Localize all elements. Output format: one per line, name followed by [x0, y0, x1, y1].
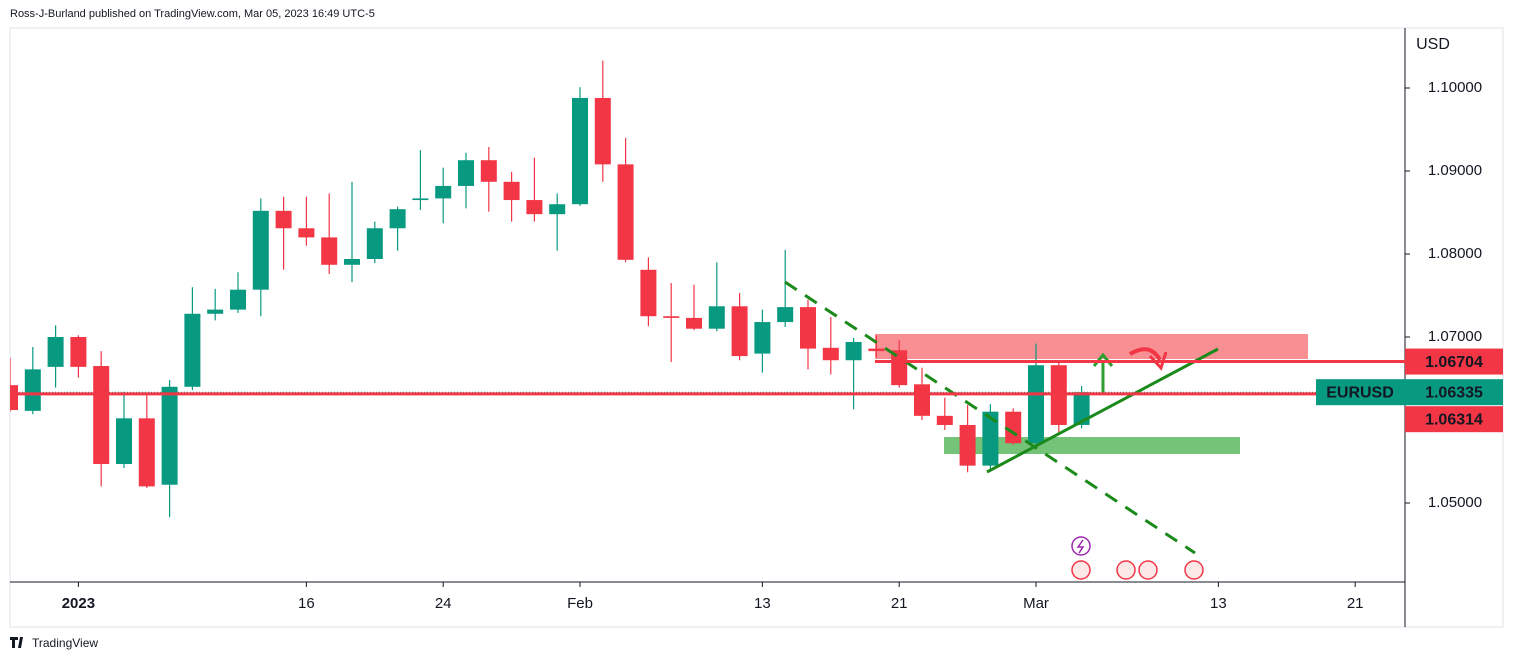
candle-body	[184, 313, 201, 387]
candle-body	[138, 418, 155, 487]
last-price-label: 1.06335	[1425, 384, 1483, 401]
candle-body	[252, 210, 269, 290]
level-label: 1.06314	[1425, 411, 1483, 428]
candle-body	[47, 336, 64, 367]
x-tick-label: 16	[298, 595, 315, 612]
y-tick-label: 1.08000	[1428, 245, 1482, 262]
candle-body	[161, 386, 178, 485]
resistance-zone	[875, 334, 1308, 359]
candle-body	[1005, 411, 1022, 444]
candle-body	[480, 160, 497, 182]
candle-body	[982, 411, 999, 466]
x-tick-label: Feb	[567, 595, 593, 612]
candle-body	[366, 228, 383, 259]
candle-body	[10, 385, 18, 411]
candle-body	[1073, 392, 1090, 425]
x-tick-label: 21	[1347, 595, 1364, 612]
candle-body	[914, 384, 930, 416]
down-arrow-head	[1148, 351, 1168, 371]
down-arrow	[1128, 347, 1162, 362]
candle-body	[731, 306, 748, 357]
candle-body	[708, 306, 725, 329]
candle-body	[93, 366, 110, 464]
uptrend-line	[986, 347, 1219, 474]
level-label-box	[1405, 406, 1503, 433]
drawings	[784, 280, 1219, 580]
candle-body	[1028, 365, 1044, 444]
x-tick-label: 2023	[62, 595, 95, 612]
last-price-box	[1405, 379, 1503, 406]
candle-body	[572, 97, 588, 205]
event-icon	[1116, 560, 1136, 580]
candle-body	[777, 307, 794, 323]
candle-body	[754, 322, 771, 354]
candle-body	[24, 369, 41, 411]
candle-body	[640, 269, 657, 317]
candle-body	[686, 317, 702, 329]
x-tick-label: Mar	[1023, 595, 1049, 612]
candle-body	[230, 289, 246, 310]
candle-body	[936, 415, 953, 425]
candle-body	[845, 341, 862, 361]
y-tick-label: 1.05000	[1428, 494, 1482, 511]
candle-body	[207, 309, 224, 314]
event-icons	[1071, 536, 1204, 580]
level-label-box	[1405, 348, 1503, 375]
candle-body	[275, 210, 292, 229]
candle-body	[891, 350, 908, 386]
candle-body	[503, 181, 520, 201]
candle-body	[594, 97, 611, 165]
level-label: 1.06704	[1425, 354, 1483, 371]
candle-body	[458, 160, 474, 186]
candle-body	[344, 258, 360, 265]
candle-body	[549, 204, 566, 215]
candle-body	[116, 418, 132, 464]
candle-body	[412, 198, 429, 201]
downtrend-line	[784, 280, 1196, 555]
y-tick-label: 1.09000	[1428, 162, 1482, 179]
byline: Ross-J-Burland published on TradingView.…	[10, 8, 375, 20]
candle-body	[298, 228, 315, 238]
candle-body	[663, 316, 680, 318]
x-tick-label: 24	[435, 595, 452, 612]
candle-body	[617, 164, 634, 260]
candle-body	[321, 237, 338, 265]
candle-body	[70, 336, 87, 367]
event-icon-bolt	[1076, 539, 1085, 554]
symbol-label: EURUSD	[1326, 384, 1394, 401]
event-icon	[1138, 560, 1158, 580]
candle-body	[435, 185, 452, 199]
x-tick-label: 13	[1210, 595, 1227, 612]
event-icon	[1184, 560, 1204, 580]
symbol-label-box	[1316, 379, 1405, 406]
brand-name: TradingView	[32, 636, 98, 650]
candle-body	[959, 424, 976, 466]
candle-body	[389, 209, 406, 229]
candle-body	[800, 307, 816, 349]
frame	[9, 27, 1504, 628]
y-tick-label: 1.10000	[1428, 79, 1482, 96]
brand-logo	[10, 637, 23, 648]
candles	[10, 60, 1090, 518]
y-tick-label: 1.07000	[1428, 328, 1482, 345]
candle-body	[822, 347, 839, 361]
x-tick-label: 21	[891, 595, 908, 612]
event-icon	[1071, 560, 1091, 580]
candle-body	[868, 348, 885, 352]
x-tick-label: 13	[754, 595, 771, 612]
currency: USD	[1416, 36, 1450, 53]
event-icon	[1071, 536, 1091, 556]
candle-body	[526, 200, 543, 215]
brand: TradingView	[10, 636, 98, 650]
